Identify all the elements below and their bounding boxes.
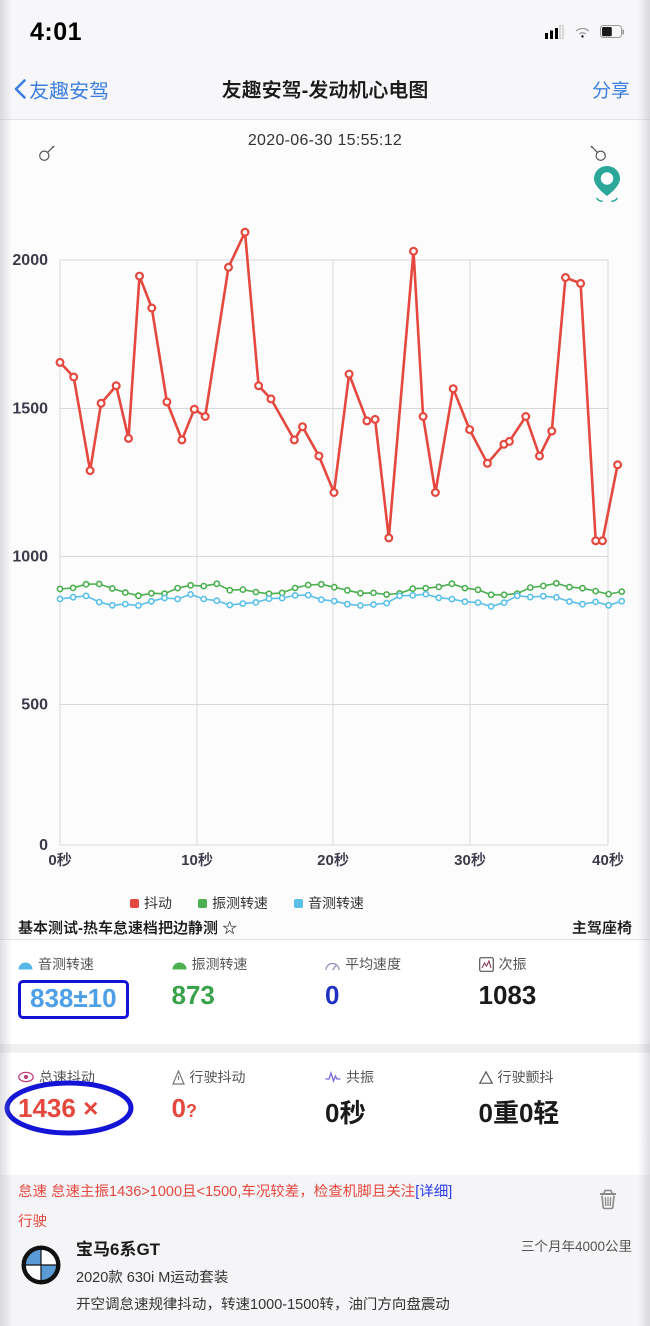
svg-text:1000: 1000 (12, 549, 48, 566)
svg-text:0: 0 (39, 837, 48, 854)
svg-text:20秒: 20秒 (317, 852, 349, 869)
svg-text:10秒: 10秒 (181, 852, 213, 869)
svg-text:2000: 2000 (12, 252, 48, 269)
svg-text:30秒: 30秒 (454, 852, 486, 869)
svg-text:0秒: 0秒 (48, 852, 71, 869)
svg-text:1500: 1500 (12, 401, 48, 418)
svg-text:500: 500 (21, 697, 48, 714)
svg-text:40秒: 40秒 (592, 852, 624, 869)
